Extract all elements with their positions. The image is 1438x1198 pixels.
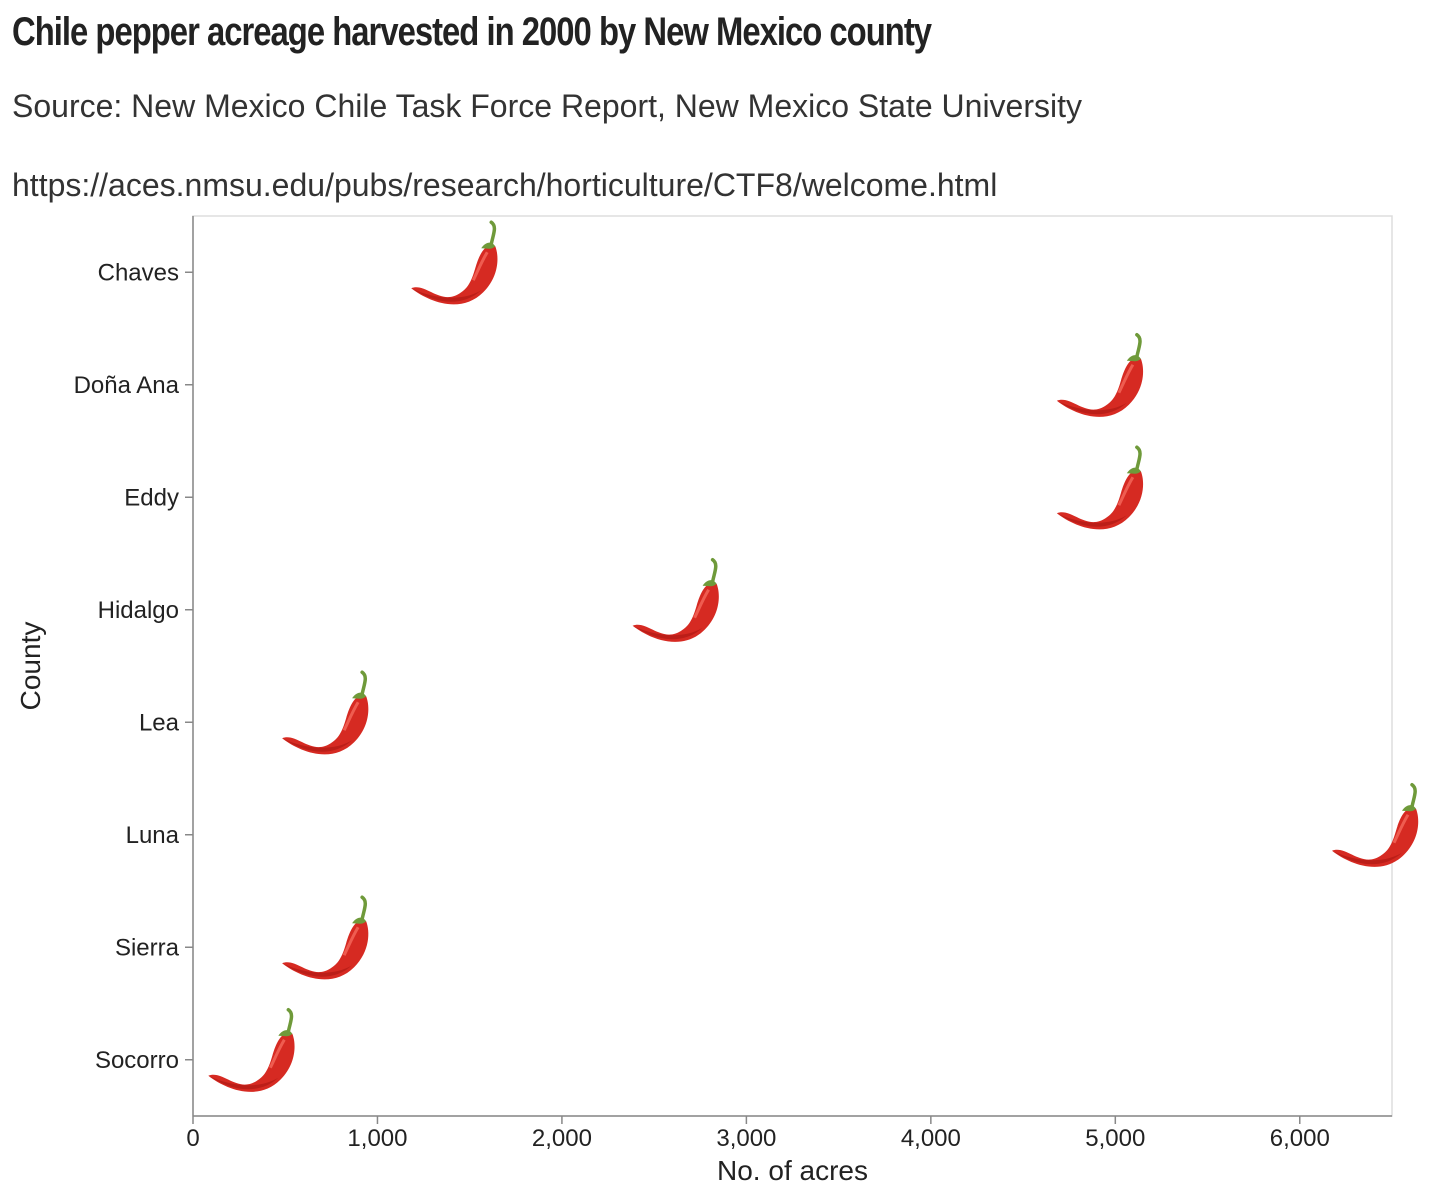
- x-tick-label: 5,000: [1085, 1125, 1145, 1152]
- chile-pepper-marker: [1055, 445, 1145, 532]
- x-axis-title: No. of acres: [717, 1155, 868, 1186]
- chart-title: Chile pepper acreage harvested in 2000 b…: [12, 10, 932, 54]
- y-tick-label: Socorro: [95, 1047, 179, 1074]
- x-axis-ticks: 0 1,000 2,000 3,000 4,000 5,000 6,000: [186, 1116, 1330, 1152]
- x-tick-label: 4,000: [901, 1125, 961, 1152]
- chile-pepper-marker: [409, 220, 500, 307]
- x-tick-label: 3,000: [716, 1125, 776, 1152]
- x-tick-label: 0: [186, 1125, 199, 1152]
- chile-pepper-marker: [1330, 783, 1420, 869]
- y-tick-label: Sierra: [115, 934, 180, 961]
- x-tick-label: 2,000: [532, 1125, 592, 1152]
- chile-pepper-marker: [630, 558, 721, 644]
- y-tick-label: Eddy: [124, 484, 179, 511]
- chart-subtitle-source: Source: New Mexico Chile Task Force Repo…: [12, 88, 1082, 124]
- chile-pepper-marker: [206, 1008, 297, 1094]
- y-axis-title: County: [15, 622, 46, 711]
- x-tick-label: 1,000: [347, 1125, 407, 1152]
- y-axis-ticks: Chaves Doña Ana Eddy Hidalgo Lea Luna Sierra So…: [74, 259, 193, 1074]
- y-tick-label: Hidalgo: [98, 597, 179, 624]
- chart-subtitle-url: https://aces.nmsu.edu/pubs/research/hort…: [12, 167, 998, 203]
- chile-pepper-marker: [1055, 333, 1145, 419]
- y-tick-label: Luna: [126, 822, 180, 849]
- y-tick-label: Doña Ana: [74, 372, 180, 399]
- y-tick-label: Chaves: [98, 259, 179, 286]
- plot-frame: [192, 215, 1393, 1117]
- x-tick-label: 6,000: [1270, 1125, 1330, 1152]
- chile-pepper-marker: [280, 670, 371, 757]
- data-markers: [206, 220, 1420, 1094]
- y-tick-label: Lea: [139, 709, 180, 736]
- chile-pepper-marker: [280, 895, 371, 982]
